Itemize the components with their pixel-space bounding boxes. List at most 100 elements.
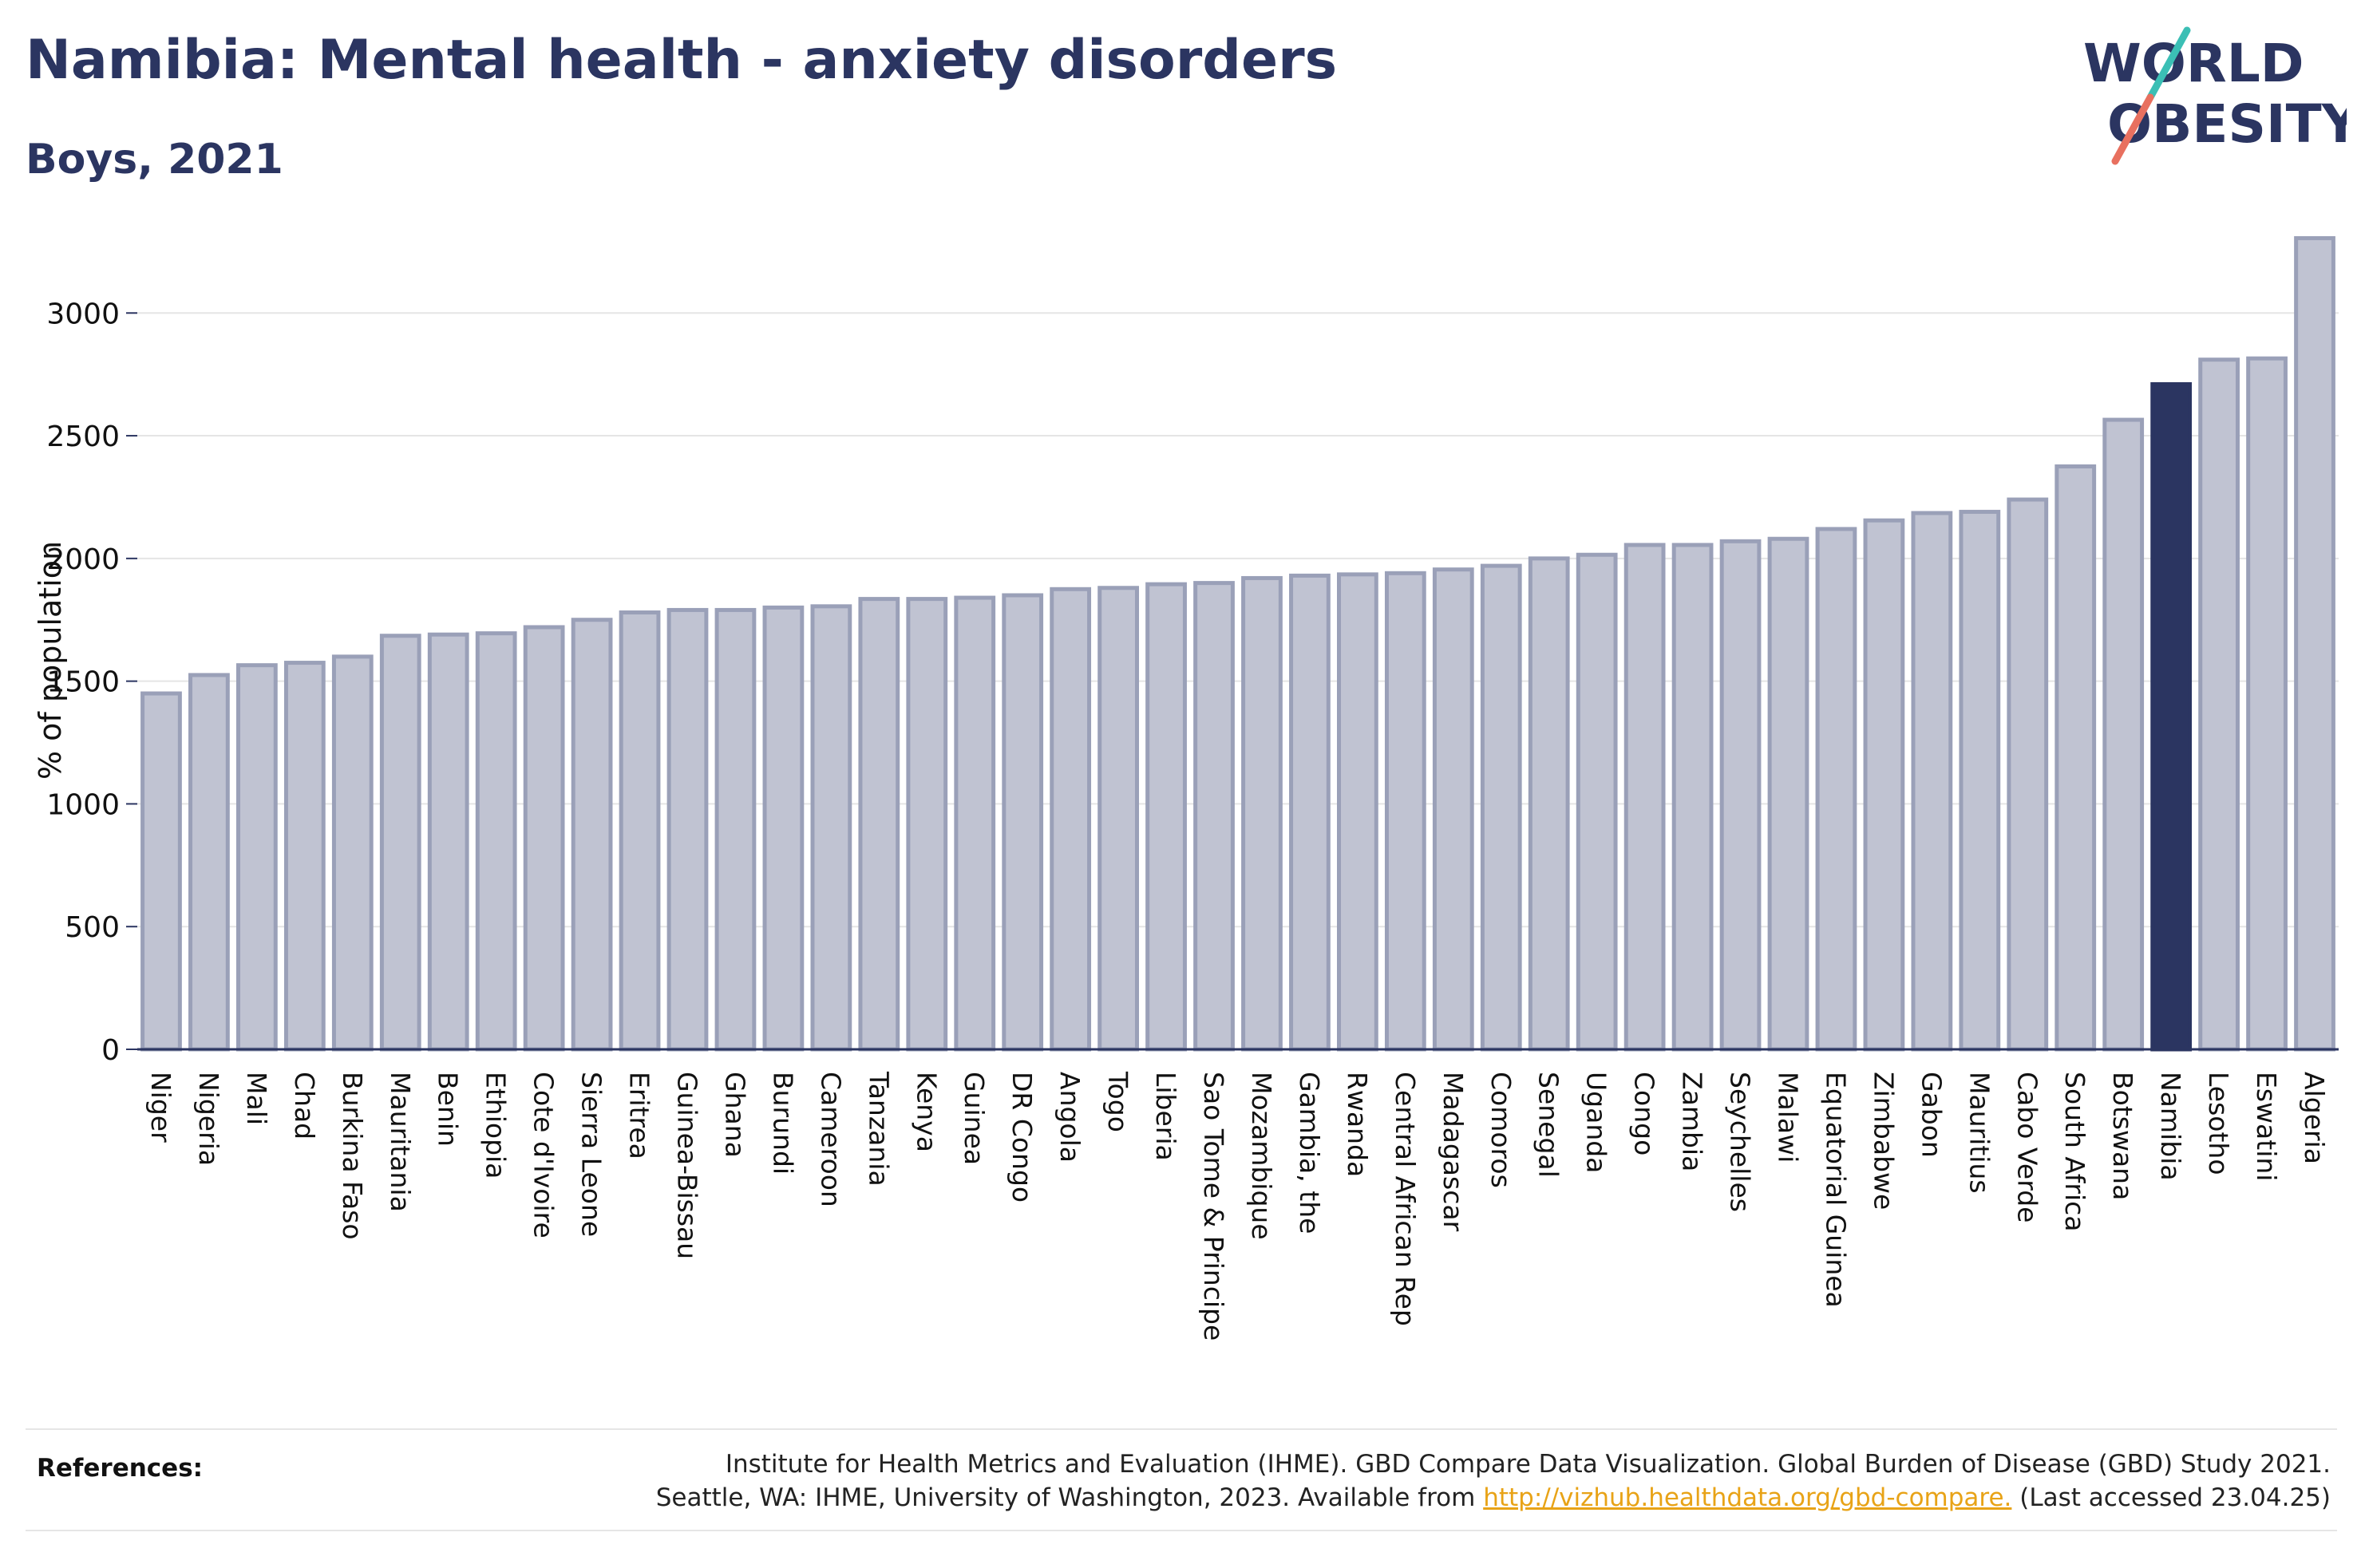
references-link[interactable]: http://vizhub.healthdata.org/gbd-compare… <box>1483 1483 2012 1512</box>
bar-equatorial-guinea[interactable] <box>1815 527 1857 1052</box>
bar-liberia[interactable] <box>1145 582 1187 1052</box>
bar-malawi[interactable] <box>1767 536 1809 1052</box>
bar-cameroon[interactable] <box>810 604 852 1052</box>
x-tick-label: DR Congo <box>1006 1072 1038 1203</box>
references-box: References: Institute for Health Metrics… <box>26 1428 2337 1531</box>
bar-kenya[interactable] <box>906 597 948 1052</box>
x-tick-label: Cameroon <box>815 1072 846 1207</box>
bar-lesotho[interactable] <box>2198 357 2240 1052</box>
bar-mauritania[interactable] <box>379 634 421 1052</box>
x-tick-label: Eswatini <box>2251 1072 2282 1181</box>
x-tick-label: Zimbabwe <box>1868 1072 1899 1210</box>
references-line2-suffix: (Last accessed 23.04.25) <box>2011 1483 2331 1512</box>
x-tick-label: Mauritania <box>385 1072 416 1212</box>
x-tick-label: Mauritius <box>1964 1072 1995 1194</box>
bar-mauritius[interactable] <box>1959 509 2001 1052</box>
bar-rwanda[interactable] <box>1337 572 1378 1052</box>
bar-gabon[interactable] <box>1911 511 1953 1052</box>
bar-dr-congo[interactable] <box>1002 593 1044 1052</box>
bar-tanzania[interactable] <box>858 597 900 1052</box>
bar-namibia[interactable] <box>2150 381 2193 1052</box>
x-tick-label: Benin <box>433 1072 464 1147</box>
x-tick-label: Niger <box>145 1072 176 1143</box>
references-label: References: <box>37 1454 204 1483</box>
bar-sierra-leone[interactable] <box>571 618 613 1052</box>
x-tick-label: South Africa <box>2059 1072 2090 1232</box>
logo-slash-red <box>2111 93 2154 165</box>
bar-algeria[interactable] <box>2294 235 2335 1052</box>
bar-mali[interactable] <box>236 663 278 1052</box>
bar-botswana[interactable] <box>2102 417 2145 1052</box>
x-tick-label: Mozambique <box>1246 1072 1277 1240</box>
bar-burundi[interactable] <box>762 605 805 1052</box>
x-tick-label: Eritrea <box>624 1072 655 1159</box>
x-tick-label: Burkina Faso <box>337 1072 368 1240</box>
bar-guinea-bissau[interactable] <box>666 607 709 1052</box>
y-tick-label: 2000 <box>46 543 120 576</box>
x-tick-label: Lesotho <box>2203 1072 2234 1175</box>
logo-slash-teal <box>2146 26 2191 101</box>
references-line1: Institute for Health Metrics and Evaluat… <box>725 1450 2331 1479</box>
references-line2-prefix: Seattle, WA: IHME, University of Washing… <box>655 1483 1484 1512</box>
bar-cote-d-ivoire[interactable] <box>523 625 565 1052</box>
page-title: Namibia: Mental health - anxiety disorde… <box>26 29 1338 92</box>
y-tick-label: 500 <box>65 911 120 944</box>
x-tick-label: Sierra Leone <box>576 1072 607 1237</box>
y-tick-labels: 0 500 1000 1500 2000 2500 3000 <box>46 298 120 1067</box>
bar-comoros[interactable] <box>1480 563 1522 1052</box>
x-tick-label: Angola <box>1054 1072 1086 1163</box>
x-tick-label: Namibia <box>2155 1072 2186 1181</box>
x-tick-label: Botswana <box>2107 1072 2138 1200</box>
bar-niger[interactable] <box>140 691 182 1052</box>
x-tick-label: Ethiopia <box>481 1072 512 1179</box>
bar-burkina-faso[interactable] <box>331 654 374 1052</box>
x-tick-label: Equatorial Guinea <box>1820 1072 1851 1308</box>
bar-chad[interactable] <box>283 661 326 1052</box>
bar-ghana[interactable] <box>714 607 757 1052</box>
x-tick-label: Sao Tome & Principe <box>1198 1072 1229 1341</box>
bar-congo[interactable] <box>1623 543 1666 1052</box>
bar-togo[interactable] <box>1097 586 1139 1052</box>
x-tick-label: Cabo Verde <box>2011 1072 2043 1222</box>
x-tick-label: Gambia, the <box>1294 1072 1325 1234</box>
world-obesity-logo: WORLD OBESITY <box>2083 26 2347 165</box>
x-tick-label: Burundi <box>767 1072 798 1175</box>
bar-benin[interactable] <box>427 632 469 1052</box>
references-text: Institute for Health Metrics and Evaluat… <box>415 1448 2331 1515</box>
x-tick-label: Togo <box>1102 1071 1133 1132</box>
bar-zimbabwe[interactable] <box>1863 518 1905 1052</box>
x-tick-label: Seychelles <box>1725 1072 1756 1212</box>
bar-eswatini[interactable] <box>2246 356 2288 1052</box>
y-tick-label: 3000 <box>46 298 120 330</box>
logo-line1: WORLD <box>2083 33 2304 94</box>
x-tick-label: Tanzania <box>863 1071 894 1187</box>
bar-angola[interactable] <box>1050 587 1092 1052</box>
x-tick-label: Comoros <box>1485 1072 1517 1188</box>
bar-ethiopia[interactable] <box>475 631 517 1052</box>
y-axis-label: % of population <box>33 541 68 780</box>
bar-central-african-rep[interactable] <box>1384 571 1426 1052</box>
bar-madagascar[interactable] <box>1432 567 1474 1052</box>
bar-eritrea[interactable] <box>619 610 661 1052</box>
bar-cabo-verde[interactable] <box>2007 497 2049 1052</box>
bar-south-africa[interactable] <box>2055 464 2097 1052</box>
bar-uganda[interactable] <box>1576 552 1618 1052</box>
x-tick-label: Chad <box>289 1072 320 1139</box>
bar-gambia-the[interactable] <box>1289 573 1331 1052</box>
x-tick-label: Liberia <box>1150 1072 1181 1161</box>
x-tick-label: Zambia <box>1677 1072 1708 1171</box>
bar-senegal[interactable] <box>1528 556 1570 1052</box>
x-tick-label: Senegal <box>1533 1072 1564 1178</box>
y-tick-label: 0 <box>101 1034 120 1067</box>
x-tick-label: Mali <box>241 1072 272 1125</box>
x-tick-label: Ghana <box>719 1072 750 1158</box>
bar-nigeria[interactable] <box>188 673 230 1052</box>
bar-seychelles[interactable] <box>1719 539 1762 1052</box>
x-tick-label: Guinea-Bissau <box>672 1072 703 1259</box>
bar-mozambique[interactable] <box>1241 575 1283 1052</box>
y-tick-label: 2500 <box>46 421 120 453</box>
x-tick-label: Algeria <box>2299 1072 2330 1164</box>
bar-sao-tome-principe[interactable] <box>1193 581 1235 1052</box>
bar-zambia[interactable] <box>1671 543 1714 1052</box>
bar-guinea[interactable] <box>954 595 996 1052</box>
